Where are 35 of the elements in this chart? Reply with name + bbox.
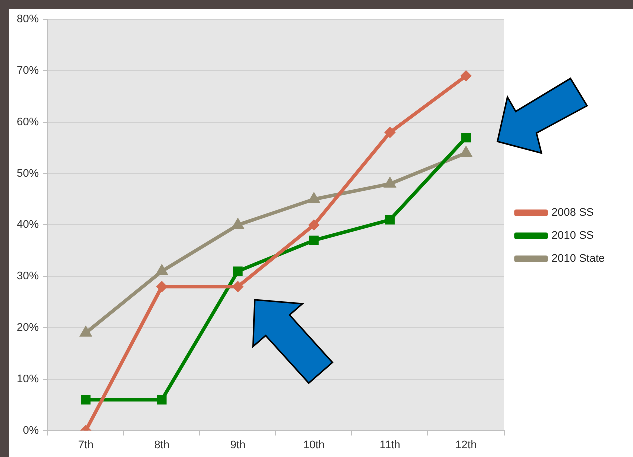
point (460, 70, 472, 82)
y-tick-label: 70% (16, 65, 40, 78)
x-tick-label: 10th (303, 439, 325, 452)
point (232, 281, 244, 292)
point (233, 266, 243, 276)
point (385, 215, 395, 225)
point (157, 395, 167, 405)
point (81, 395, 91, 405)
point (232, 218, 244, 229)
point (80, 326, 92, 337)
y-tick-label: 80% (16, 14, 40, 26)
point (156, 264, 168, 276)
point (308, 220, 320, 231)
x-tick-label: 12th (456, 439, 477, 452)
legend-label: 2010 State (552, 253, 606, 266)
x-tick-label: 11th (380, 439, 401, 452)
y-tick-label: 10% (16, 373, 40, 386)
point (462, 133, 472, 143)
y-tick-label: 50% (16, 168, 40, 180)
x-tick-label: 9th (230, 439, 246, 452)
point (384, 127, 396, 138)
point (309, 236, 319, 246)
y-tick-label: 20% (16, 322, 40, 334)
point (156, 281, 168, 292)
y-tick-label: 40% (16, 219, 40, 232)
x-tick-label: 8th (154, 439, 170, 452)
point (308, 192, 320, 204)
legend-label: 2008 SS (552, 207, 594, 220)
x-tick-label: 7th (78, 439, 94, 452)
legend-label: 2010 SS (552, 230, 594, 242)
y-tick-label: 60% (16, 116, 40, 128)
y-tick-label: 30% (16, 270, 40, 283)
y-tick-label: 0% (23, 424, 40, 437)
point (460, 146, 472, 157)
point (384, 177, 396, 188)
